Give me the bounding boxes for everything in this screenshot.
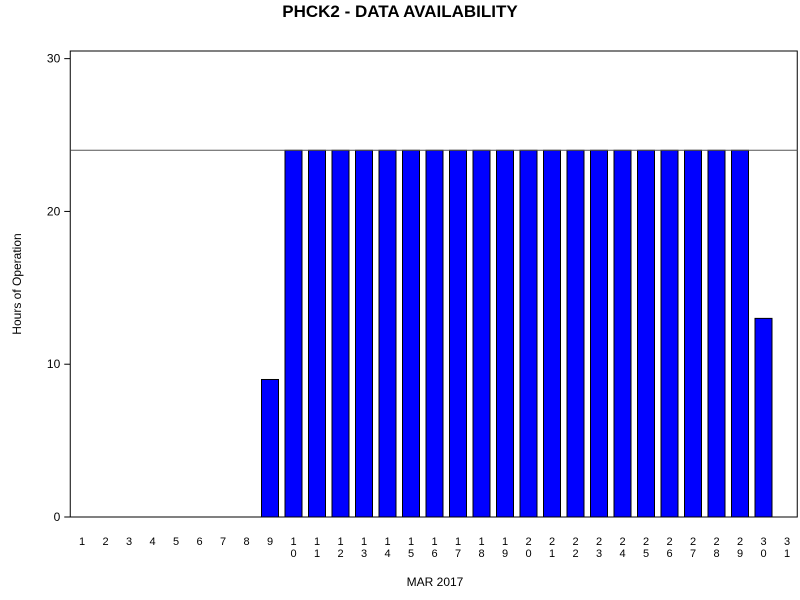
x-tick-label: 1 — [76, 536, 88, 548]
x-tick-label: 2 — [100, 536, 112, 548]
x-tick-label: 24 — [617, 536, 629, 560]
x-tick-label: 29 — [734, 536, 746, 560]
y-tick-label: 0 — [54, 510, 61, 524]
x-tick-label: 30 — [758, 536, 770, 560]
x-tick-label: 15 — [405, 536, 417, 560]
bar — [613, 149, 632, 518]
bar — [590, 149, 608, 518]
x-tick-label: 31 — [781, 536, 793, 560]
x-tick-label: 21 — [546, 536, 558, 560]
x-tick-label: 10 — [288, 536, 300, 560]
x-tick-label: 7 — [217, 536, 229, 548]
bar — [637, 149, 655, 518]
y-tick-label: 30 — [47, 52, 61, 66]
x-tick-label: 9 — [264, 536, 276, 548]
bar — [261, 378, 279, 518]
bar — [566, 149, 585, 518]
x-tick-label: 19 — [499, 536, 511, 560]
y-tick-label: 10 — [47, 357, 61, 371]
x-tick-label: 23 — [593, 536, 605, 560]
bar — [754, 317, 773, 518]
x-tick-label: 3 — [123, 536, 135, 548]
x-tick-label: 14 — [382, 536, 394, 560]
bar — [308, 149, 326, 518]
bar — [707, 149, 726, 518]
x-axis-label: MAR 2017 — [407, 575, 464, 589]
bar — [378, 149, 397, 518]
x-tick-label: 18 — [476, 536, 488, 560]
bar — [543, 149, 561, 518]
bar — [496, 149, 514, 518]
x-tick-label: 28 — [711, 536, 723, 560]
x-tick-label: 6 — [194, 536, 206, 548]
x-tick-label: 13 — [358, 536, 370, 560]
bar — [355, 149, 373, 518]
x-tick-label: 22 — [570, 536, 582, 560]
x-tick-label: 25 — [640, 536, 652, 560]
bar — [660, 149, 679, 518]
bar — [684, 149, 702, 518]
y-tick-label: 20 — [47, 204, 61, 218]
chart-title: PHCK2 - DATA AVAILABILITY — [282, 2, 518, 21]
bar — [284, 149, 303, 518]
bar — [331, 149, 350, 518]
x-tick-label: 16 — [429, 536, 441, 560]
y-axis-label: Hours of Operation — [10, 233, 24, 334]
bar — [425, 149, 444, 518]
bar — [402, 149, 420, 518]
bar — [731, 149, 749, 518]
bar — [472, 149, 491, 518]
x-tick-label: 4 — [147, 536, 159, 548]
x-tick-label: 8 — [241, 536, 253, 548]
x-tick-label: 12 — [335, 536, 347, 560]
x-tick-label: 5 — [170, 536, 182, 548]
bar — [519, 149, 538, 518]
x-tick-label: 26 — [664, 536, 676, 560]
x-tick-label: 11 — [311, 536, 323, 560]
bar — [449, 149, 467, 518]
x-tick-label: 20 — [523, 536, 535, 560]
x-tick-label: 17 — [452, 536, 464, 560]
x-tick-label: 27 — [687, 536, 699, 560]
